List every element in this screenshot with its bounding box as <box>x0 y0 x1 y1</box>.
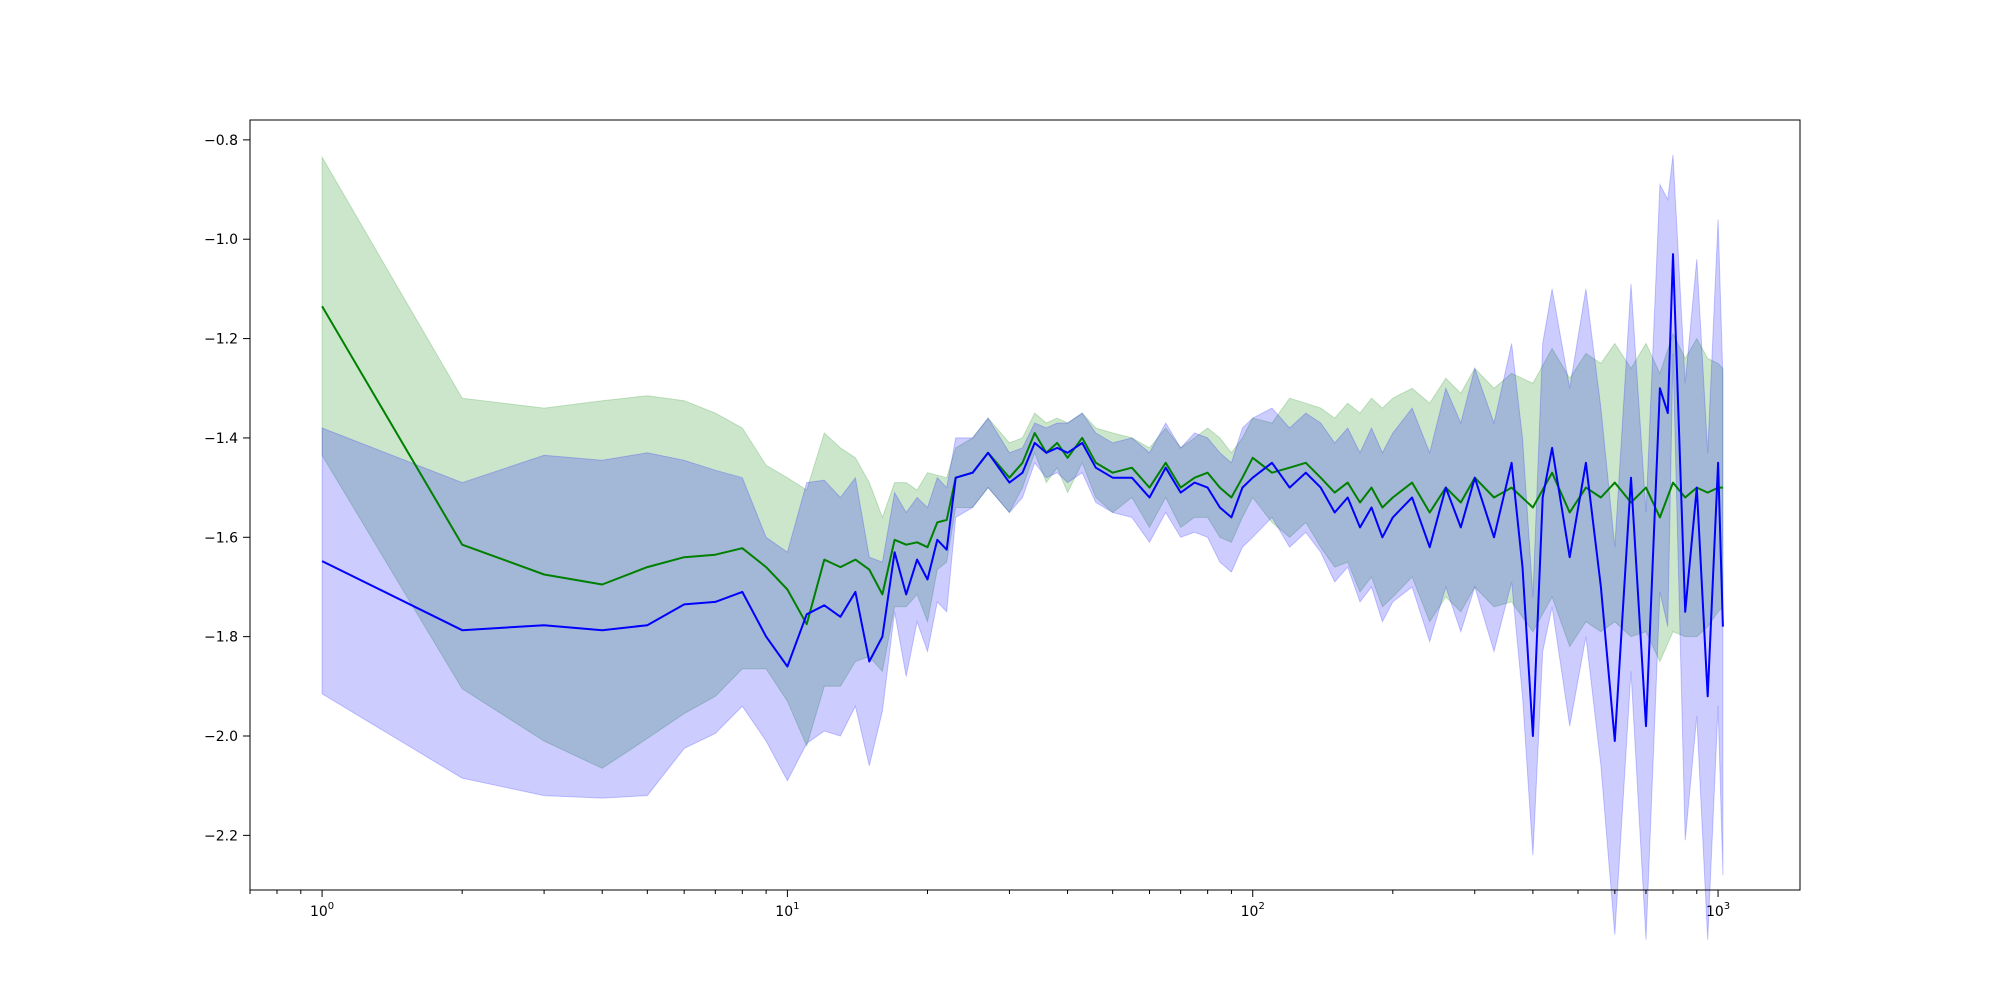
x-tick-label: 103 <box>1706 901 1730 920</box>
x-tick-base: 10 <box>310 904 328 920</box>
x-axis: 100 101 102 103 <box>249 890 1730 920</box>
confidence-bands <box>321 154 1724 940</box>
x-tick-exponent: 2 <box>1258 901 1264 912</box>
y-tick-label: −1.4 <box>204 431 238 447</box>
x-tick-exponent: 1 <box>793 901 799 912</box>
x-tick-label: 100 <box>310 901 334 920</box>
x-tick-base: 10 <box>1706 904 1724 920</box>
x-tick-label: 101 <box>775 901 799 920</box>
x-tick-label: 102 <box>1241 901 1265 920</box>
plot-frame <box>249 119 1801 891</box>
series-1-line <box>321 305 1723 626</box>
y-tick-label: −1.8 <box>204 630 238 646</box>
series-lines <box>321 253 1724 742</box>
y-tick-label: −2.0 <box>204 729 238 745</box>
series-2-line <box>321 253 1724 742</box>
y-tick-label: −2.2 <box>204 828 238 844</box>
series-2-band <box>321 154 1724 940</box>
x-tick-base: 10 <box>775 904 793 920</box>
y-tick-label: −1.2 <box>204 332 238 348</box>
x-tick-exponent: 0 <box>328 901 334 912</box>
x-tick-base: 10 <box>1241 904 1259 920</box>
y-tick-label: −1.6 <box>204 530 238 546</box>
y-tick-label: −1.0 <box>204 232 238 248</box>
y-axis: −0.8 −1.0 −1.2 −1.4 −1.6 −1.8 −2.0 −2.2 <box>204 133 250 844</box>
x-tick-exponent: 3 <box>1724 901 1730 912</box>
y-tick-label: −0.8 <box>204 133 238 149</box>
